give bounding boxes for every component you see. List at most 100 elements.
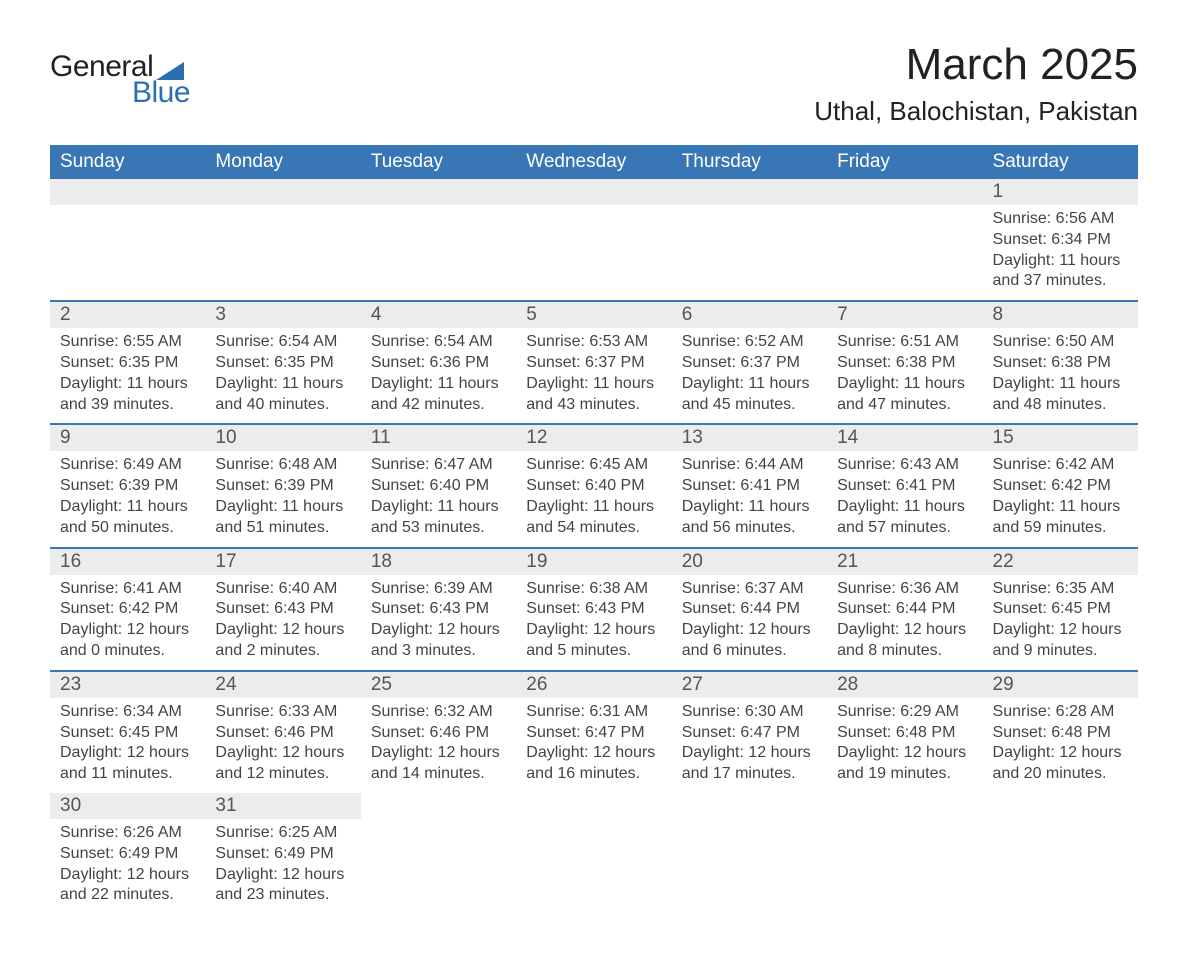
day-sunset: Sunset: 6:38 PM [993,353,1128,374]
day-daylight1: Daylight: 11 hours [682,374,817,395]
day-daylight1: Daylight: 11 hours [60,497,195,518]
day-body: Sunrise: 6:38 AMSunset: 6:43 PMDaylight:… [516,575,671,670]
day-daylight1: Daylight: 11 hours [526,374,661,395]
day-body: Sunrise: 6:54 AMSunset: 6:36 PMDaylight:… [361,328,516,423]
day-daylight1: Daylight: 11 hours [371,497,506,518]
day-body: Sunrise: 6:34 AMSunset: 6:45 PMDaylight:… [50,698,205,793]
calendar-cell [361,179,516,301]
day-daylight1: Daylight: 12 hours [60,865,195,886]
calendar-cell: 7Sunrise: 6:51 AMSunset: 6:38 PMDaylight… [827,301,982,424]
day-body: Sunrise: 6:41 AMSunset: 6:42 PMDaylight:… [50,575,205,670]
day-sunrise: Sunrise: 6:49 AM [60,455,195,476]
day-sunset: Sunset: 6:46 PM [215,723,350,744]
day-number: 9 [50,425,205,451]
day-body: Sunrise: 6:43 AMSunset: 6:41 PMDaylight:… [827,451,982,546]
calendar-cell: 30Sunrise: 6:26 AMSunset: 6:49 PMDayligh… [50,793,205,914]
day-body: Sunrise: 6:55 AMSunset: 6:35 PMDaylight:… [50,328,205,423]
day-body [516,205,671,217]
day-body: Sunrise: 6:30 AMSunset: 6:47 PMDaylight:… [672,698,827,793]
day-number [516,793,671,819]
day-number [516,179,671,205]
day-number: 27 [672,672,827,698]
day-daylight2: and 48 minutes. [993,395,1128,416]
calendar-cell: 3Sunrise: 6:54 AMSunset: 6:35 PMDaylight… [205,301,360,424]
col-sunday: Sunday [50,145,205,179]
calendar-cell: 11Sunrise: 6:47 AMSunset: 6:40 PMDayligh… [361,424,516,547]
location-label: Uthal, Balochistan, Pakistan [814,96,1138,127]
day-daylight2: and 20 minutes. [993,764,1128,785]
day-body: Sunrise: 6:48 AMSunset: 6:39 PMDaylight:… [205,451,360,546]
day-number [827,179,982,205]
day-sunrise: Sunrise: 6:43 AM [837,455,972,476]
calendar-cell: 15Sunrise: 6:42 AMSunset: 6:42 PMDayligh… [983,424,1138,547]
day-number: 12 [516,425,671,451]
day-sunrise: Sunrise: 6:52 AM [682,332,817,353]
day-body [827,819,982,831]
day-number: 18 [361,549,516,575]
day-number: 30 [50,793,205,819]
day-number: 4 [361,302,516,328]
day-number: 22 [983,549,1138,575]
col-friday: Friday [827,145,982,179]
day-body: Sunrise: 6:25 AMSunset: 6:49 PMDaylight:… [205,819,360,914]
page-header: General Blue March 2025 Uthal, Balochist… [50,40,1138,127]
calendar-cell: 10Sunrise: 6:48 AMSunset: 6:39 PMDayligh… [205,424,360,547]
day-sunset: Sunset: 6:43 PM [371,599,506,620]
day-sunset: Sunset: 6:39 PM [60,476,195,497]
day-sunset: Sunset: 6:37 PM [526,353,661,374]
day-body [205,205,360,217]
calendar-cell [205,179,360,301]
day-sunrise: Sunrise: 6:29 AM [837,702,972,723]
day-sunrise: Sunrise: 6:56 AM [993,209,1128,230]
calendar-cell: 18Sunrise: 6:39 AMSunset: 6:43 PMDayligh… [361,548,516,671]
day-number [983,793,1138,819]
day-sunset: Sunset: 6:41 PM [837,476,972,497]
day-body [672,819,827,831]
day-sunset: Sunset: 6:44 PM [837,599,972,620]
day-daylight1: Daylight: 11 hours [60,374,195,395]
day-daylight1: Daylight: 12 hours [215,620,350,641]
day-daylight1: Daylight: 12 hours [371,743,506,764]
col-saturday: Saturday [983,145,1138,179]
calendar-week-row: 30Sunrise: 6:26 AMSunset: 6:49 PMDayligh… [50,793,1138,914]
calendar-cell [672,179,827,301]
day-sunrise: Sunrise: 6:54 AM [215,332,350,353]
day-daylight2: and 0 minutes. [60,641,195,662]
day-daylight1: Daylight: 12 hours [993,743,1128,764]
day-number [205,179,360,205]
calendar-table: Sunday Monday Tuesday Wednesday Thursday… [50,145,1138,914]
day-daylight1: Daylight: 11 hours [682,497,817,518]
calendar-week-row: 23Sunrise: 6:34 AMSunset: 6:45 PMDayligh… [50,671,1138,793]
day-sunset: Sunset: 6:35 PM [60,353,195,374]
day-number: 20 [672,549,827,575]
day-number: 16 [50,549,205,575]
day-body: Sunrise: 6:52 AMSunset: 6:37 PMDaylight:… [672,328,827,423]
col-wednesday: Wednesday [516,145,671,179]
day-sunrise: Sunrise: 6:32 AM [371,702,506,723]
day-sunrise: Sunrise: 6:41 AM [60,579,195,600]
day-daylight2: and 19 minutes. [837,764,972,785]
day-daylight1: Daylight: 12 hours [215,865,350,886]
day-number: 1 [983,179,1138,205]
day-daylight2: and 37 minutes. [993,271,1128,292]
day-daylight1: Daylight: 12 hours [526,743,661,764]
day-sunrise: Sunrise: 6:42 AM [993,455,1128,476]
day-sunrise: Sunrise: 6:53 AM [526,332,661,353]
day-daylight2: and 43 minutes. [526,395,661,416]
calendar-cell [361,793,516,914]
day-body: Sunrise: 6:45 AMSunset: 6:40 PMDaylight:… [516,451,671,546]
calendar-cell: 21Sunrise: 6:36 AMSunset: 6:44 PMDayligh… [827,548,982,671]
day-daylight2: and 57 minutes. [837,518,972,539]
day-sunrise: Sunrise: 6:39 AM [371,579,506,600]
day-number: 10 [205,425,360,451]
day-sunset: Sunset: 6:40 PM [371,476,506,497]
calendar-week-row: 1Sunrise: 6:56 AMSunset: 6:34 PMDaylight… [50,179,1138,301]
calendar-cell: 14Sunrise: 6:43 AMSunset: 6:41 PMDayligh… [827,424,982,547]
day-daylight2: and 2 minutes. [215,641,350,662]
day-body: Sunrise: 6:36 AMSunset: 6:44 PMDaylight:… [827,575,982,670]
day-number [827,793,982,819]
day-sunset: Sunset: 6:43 PM [526,599,661,620]
calendar-cell [50,179,205,301]
day-daylight1: Daylight: 12 hours [60,620,195,641]
day-sunset: Sunset: 6:42 PM [60,599,195,620]
